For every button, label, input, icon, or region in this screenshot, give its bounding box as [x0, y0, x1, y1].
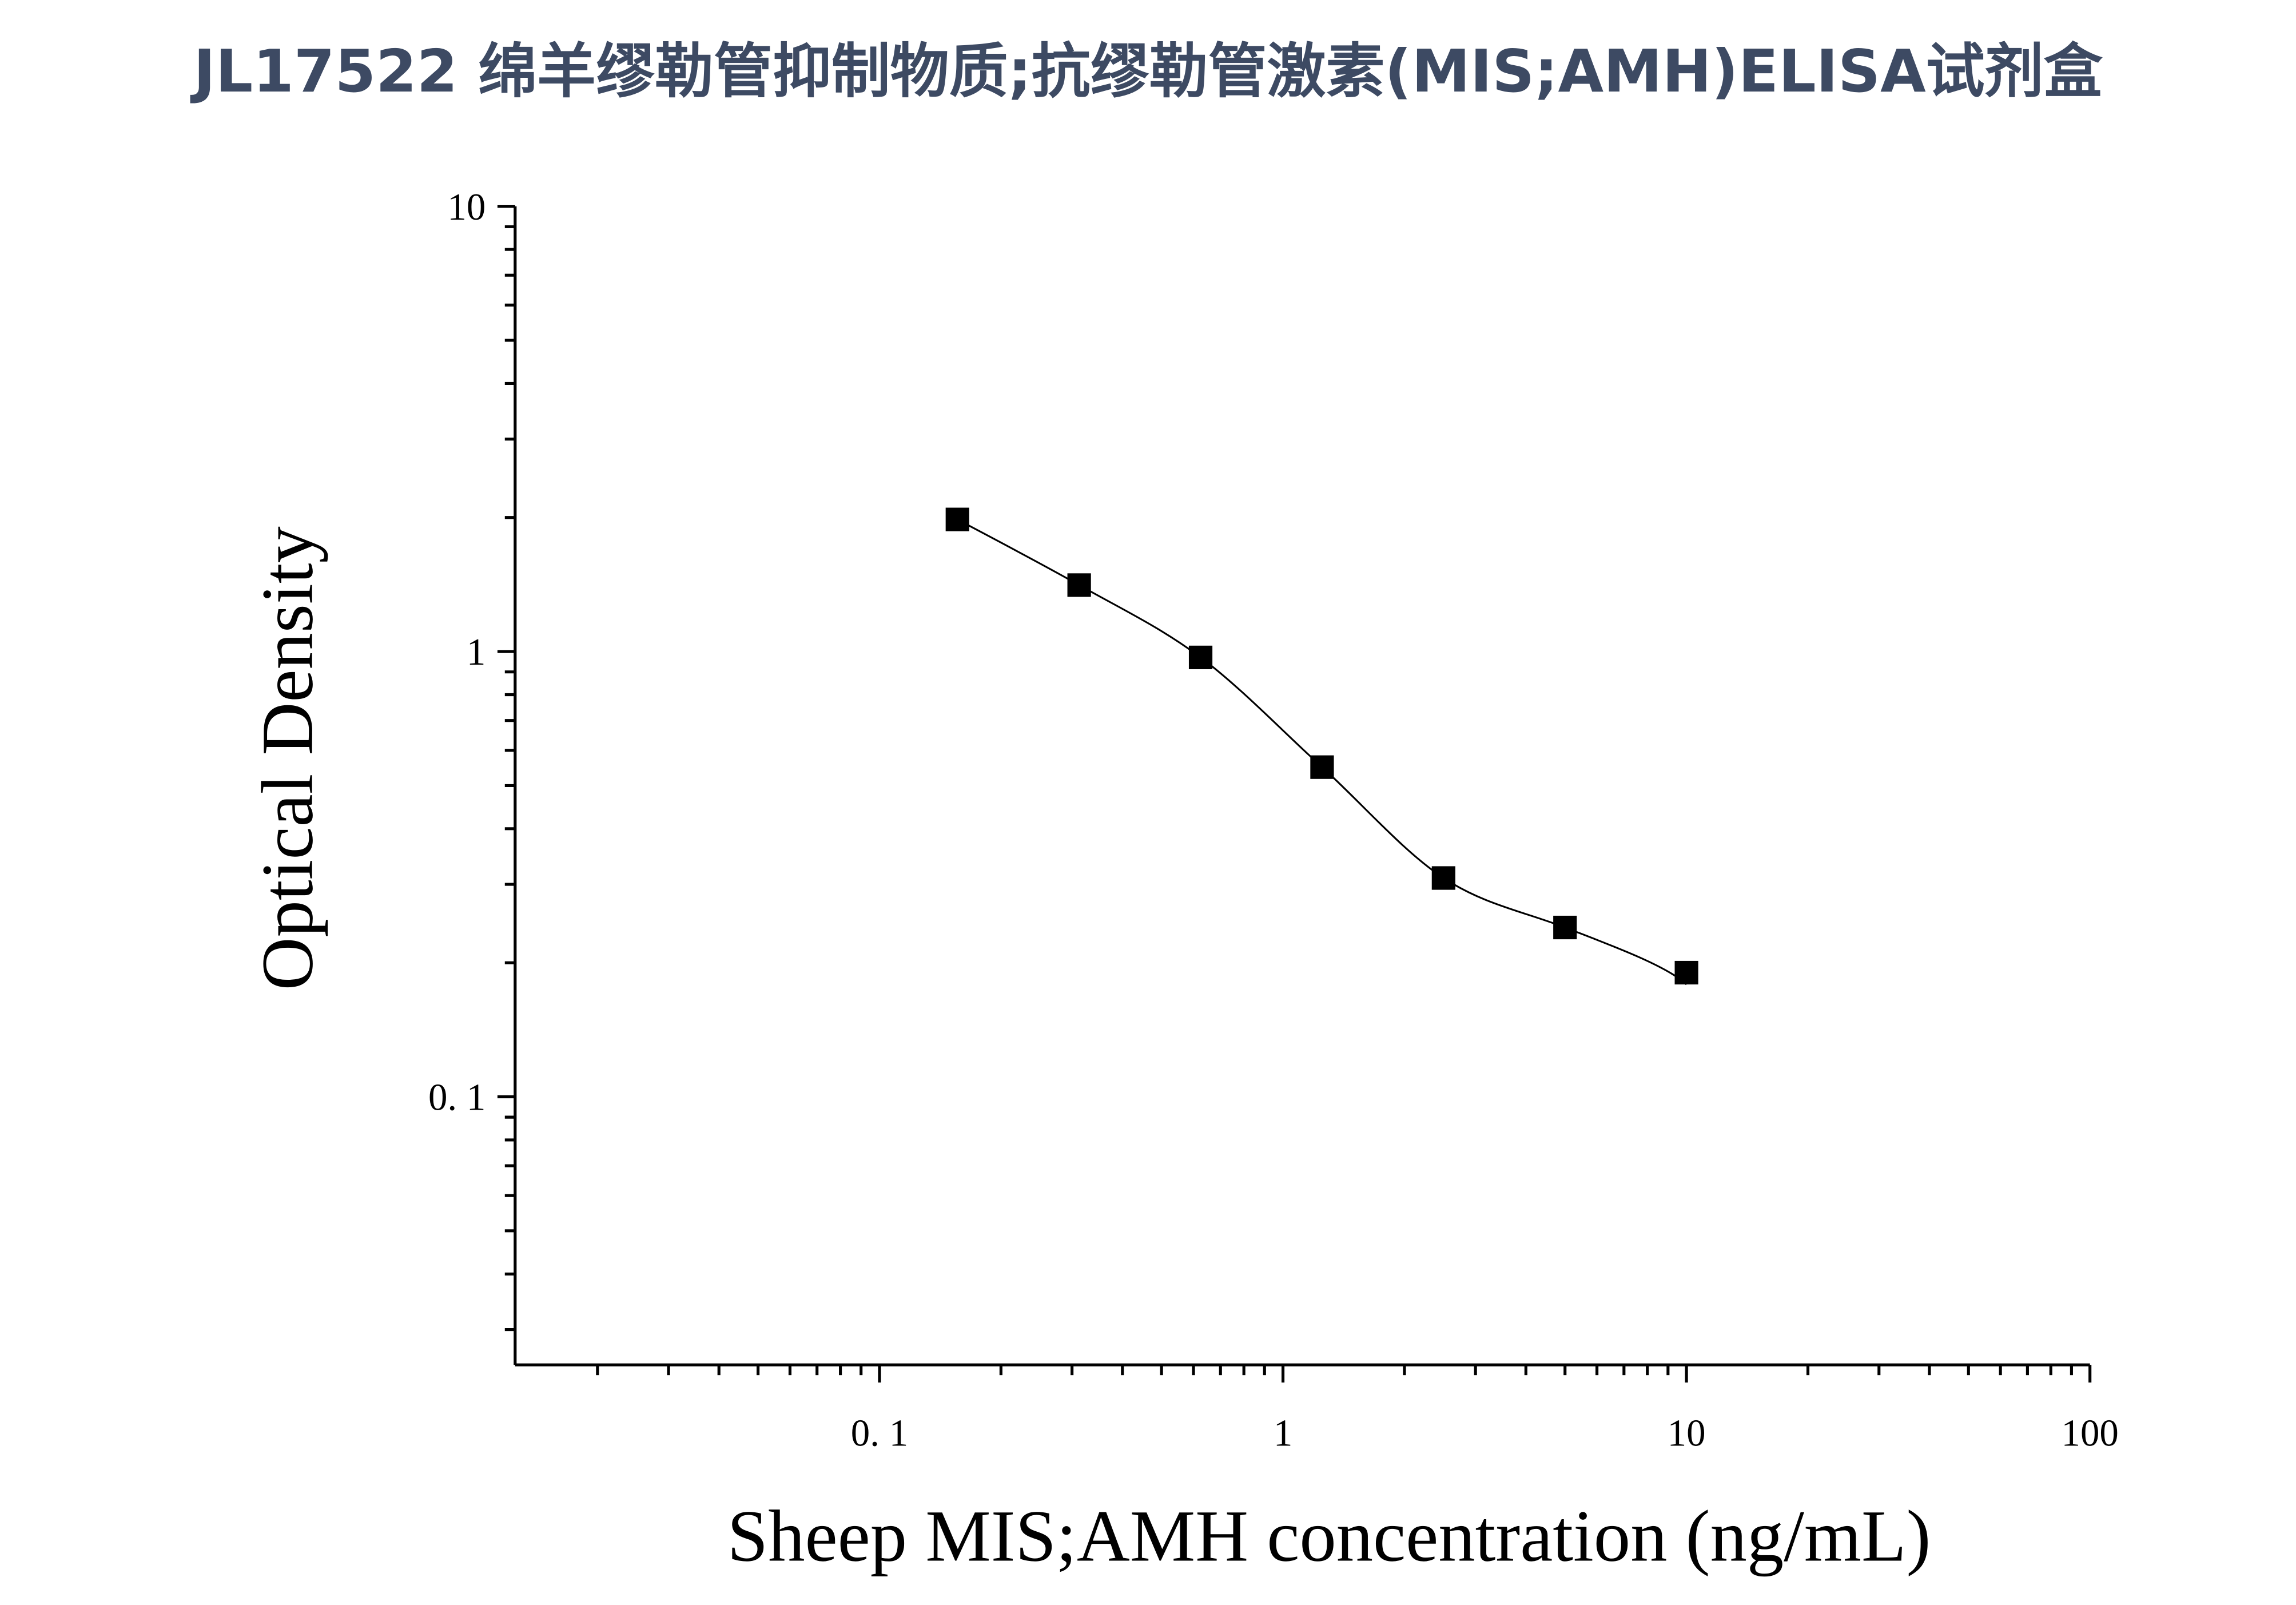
- data-point: [1188, 645, 1213, 669]
- x-tick-label: 10: [1668, 1412, 1706, 1455]
- x-tick-label: 0. 1: [851, 1412, 908, 1455]
- data-marks: [945, 507, 1698, 986]
- y-axis-label: Optical Density: [246, 526, 328, 990]
- y-tick-label: 1: [467, 631, 486, 673]
- y-tick-label: 10: [447, 186, 486, 228]
- data-point: [1067, 573, 1091, 597]
- data-point: [1674, 960, 1698, 985]
- chart-title: JL17522 绵羊缪勒管抑制物质;抗缪勒管激素(MIS;AMH)ELISA试剂…: [190, 37, 2103, 106]
- x-tick-label: 100: [2061, 1412, 2118, 1455]
- axes: 0. 1 1 10 100 10 1 0. 1: [428, 186, 2119, 1455]
- data-point: [1310, 755, 1334, 779]
- x-axis-label: Sheep MIS;AMH concentration (ng/mL): [727, 1495, 1931, 1576]
- data-point: [1431, 866, 1455, 890]
- data-point: [1553, 915, 1577, 940]
- fit-curve: [957, 518, 1688, 986]
- y-tick-label: 0. 1: [428, 1076, 486, 1119]
- x-tick-label: 1: [1274, 1412, 1292, 1455]
- data-point: [945, 507, 969, 531]
